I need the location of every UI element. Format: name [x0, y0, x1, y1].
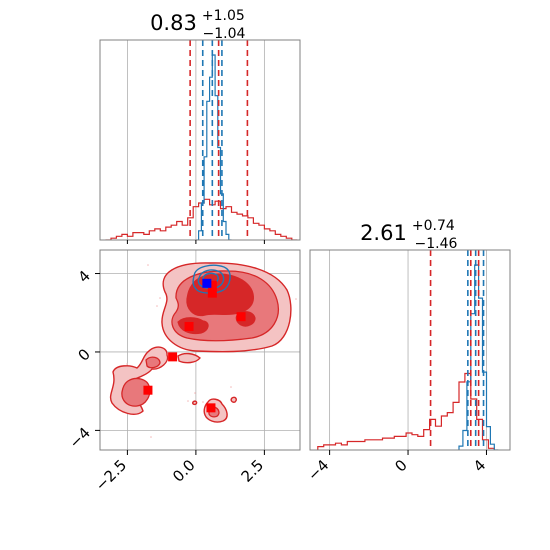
marginal-y-frame [309, 249, 511, 451]
joint-markers [143, 278, 246, 413]
joint-red-marker [206, 403, 216, 413]
joint-xticks: −2.5 0.0 2.5 [92, 450, 267, 495]
marginal-y-title: 2.61 +0.74 −1.46 [360, 215, 460, 252]
joint-xtick-label: 2.5 [238, 456, 268, 486]
marginal-y-title-minus: −1.46 [415, 236, 458, 252]
marginal-y-quantile-lines [429, 250, 485, 450]
marginal-x-title-plus: +1.05 [202, 8, 245, 24]
marginal-y-title-value: 2.61 [360, 221, 407, 245]
marginal-x-title-minus: −1.04 [203, 26, 246, 42]
joint-red-marker [207, 288, 217, 298]
joint-ytick-label: 0 [75, 345, 94, 364]
marginal-x-blue-histogram [195, 54, 232, 240]
marginal-x-frame [99, 39, 301, 241]
joint-ytick-label: 4 [75, 267, 94, 286]
marginal-y-xtick-label: 4 [470, 456, 489, 475]
joint-red-marker [207, 280, 217, 290]
marginal-y-title-plus: +0.74 [412, 218, 455, 234]
joint-panel: −2.5 0.0 2.5 −4 0 4 [66, 249, 301, 495]
joint-density [109, 262, 297, 438]
marginal-y-xtick-label: 0 [391, 456, 410, 475]
marginal-x-quantile-lines [189, 40, 249, 240]
joint-red-marker [168, 352, 178, 362]
marginal-x-panel: 0.83 +1.05 −1.04 [99, 5, 301, 244]
marginal-y-xtick-label: −4 [304, 456, 332, 484]
marginal-y-xticks: −4 0 4 [304, 450, 489, 484]
marginal-x-xticks [126, 240, 265, 244]
marginal-x-title-value: 0.83 [150, 11, 197, 35]
joint-red-marker [184, 321, 194, 331]
joint-blue-marker [202, 278, 212, 288]
joint-red-marker [236, 312, 246, 322]
joint-xtick-label: 0.0 [169, 456, 199, 486]
marginal-x-title: 0.83 +1.05 −1.04 [150, 5, 250, 42]
marginal-y-grid [329, 250, 487, 450]
joint-red-marker [143, 385, 153, 395]
joint-ytick-label: −4 [66, 424, 94, 452]
joint-xtick-label: −2.5 [92, 456, 130, 494]
joint-yticks: −4 0 4 [66, 267, 100, 452]
joint-frame [99, 249, 301, 451]
marginal-x-grid [126, 40, 265, 240]
marginal-y-panel: −4 0 4 2.61 +0.74 −1.46 [304, 215, 511, 484]
